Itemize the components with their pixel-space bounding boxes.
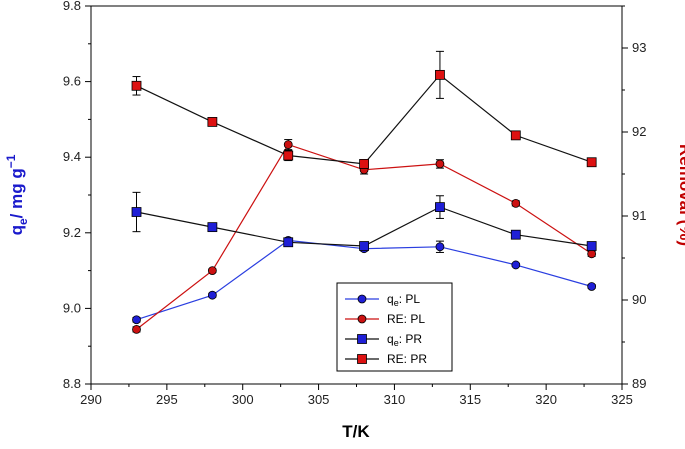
y-left-tick-label: 9.6 [63, 74, 81, 89]
data-point [586, 157, 597, 168]
data-marks [131, 50, 597, 334]
data-point [283, 140, 293, 150]
data-point [435, 69, 445, 80]
x-tick-label: 295 [156, 392, 178, 407]
legend-box [336, 282, 453, 372]
legend-label-main: RE: PR [387, 352, 427, 366]
legend-label: qe: PL [387, 292, 420, 308]
y-right-tick-label: 89 [632, 376, 646, 391]
data-point [207, 266, 217, 276]
data-point [510, 229, 521, 240]
data-point [510, 130, 521, 141]
y-left-title-main: q [7, 225, 26, 235]
axes: 290 295 300 305 310 315 320 325 8.8 9.0 9.2 9.4 9.6 9… [63, 0, 647, 407]
data-point [587, 282, 597, 291]
data-point [587, 249, 597, 259]
x-tick-label: 300 [232, 392, 254, 407]
legend-label-sub: e [394, 338, 399, 348]
legend-label-main: q [387, 292, 394, 306]
data-point [435, 159, 445, 169]
data-point [435, 202, 445, 212]
y-axis-left-title: qe/ mg g−1 [4, 154, 30, 235]
y-right-tick-label: 91 [632, 208, 646, 223]
y-left-tick-label: 9.8 [63, 0, 81, 13]
y-left-title-rest: / mg g [7, 168, 26, 218]
data-point [283, 150, 294, 161]
data-point [435, 242, 445, 252]
data-point [207, 222, 218, 233]
data-point [131, 207, 142, 217]
legend-marker [357, 354, 367, 364]
data-point [511, 260, 521, 270]
x-tick-label: 290 [80, 392, 102, 407]
data-point [283, 237, 294, 248]
legend-label-rest: : PR [399, 332, 423, 346]
y-axis-right-title: Removal (%) [676, 144, 685, 246]
data-point [207, 290, 217, 300]
data-point [131, 80, 142, 91]
legend-label: RE: PR [387, 352, 427, 366]
y-right-tick-label: 93 [632, 40, 646, 55]
legend-marker [357, 314, 367, 324]
legend-marker [357, 294, 367, 304]
y-left-tick-label: 9.4 [63, 149, 81, 164]
legend-label: RE: PL [387, 312, 425, 326]
legend-marker [357, 334, 367, 344]
y-left-title-sup: −1 [4, 154, 18, 168]
data-point [359, 241, 369, 251]
y-right-tick-label: 90 [632, 292, 646, 307]
data-point [586, 241, 597, 251]
x-tick-label: 310 [384, 392, 406, 407]
x-tick-label: 315 [459, 392, 481, 407]
data-point [132, 315, 141, 325]
y-left-tick-label: 8.8 [63, 376, 81, 391]
legend-label: qe: PR [387, 332, 422, 348]
x-tick-label: 325 [611, 392, 633, 407]
x-tick-label: 305 [308, 392, 330, 407]
legend-label-main: RE: PL [387, 312, 425, 326]
data-point [359, 159, 369, 169]
data-point [207, 117, 218, 127]
data-point [511, 198, 521, 208]
legend-label-main: q [387, 332, 394, 346]
y-left-tick-label: 9.2 [63, 225, 81, 240]
y-right-tick-label: 92 [632, 124, 646, 139]
y-left-tick-label: 9.0 [63, 300, 81, 315]
legend-label-rest: : PL [399, 292, 421, 306]
x-axis-title: T/K [342, 422, 370, 441]
legend-label-sub: e [394, 298, 399, 308]
y-left-title-sub: e [16, 218, 30, 225]
x-tick-label: 320 [535, 392, 557, 407]
data-point [132, 324, 141, 334]
